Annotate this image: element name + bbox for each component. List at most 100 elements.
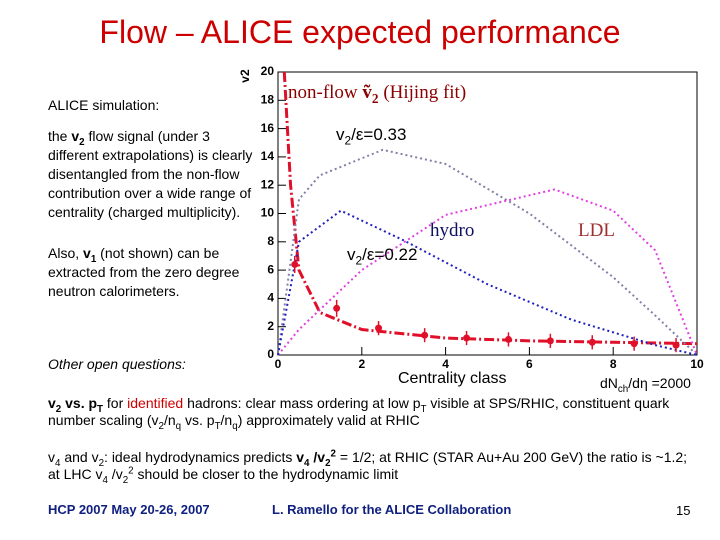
text-run: LDL [578,220,615,241]
text-run: 2 [330,448,336,460]
bullets: v2 vs. pT for identified hadrons: clear … [48,395,688,503]
text-run: T [214,420,221,432]
annotation: v2/ε=0.33 [336,125,406,148]
annotation: non-flow ṽ2 (Hijing fit) [288,82,467,106]
other-questions: Other open questions: [48,356,186,372]
text-run: 4 [55,457,61,469]
data-point [588,338,596,346]
x-tick-label: 6 [526,357,533,371]
slide-title: Flow – ALICE expected performance [99,14,621,50]
bullet: v2 vs. pT for identified hadrons: clear … [48,395,688,432]
data-point [421,331,429,339]
text-run: 2 [344,133,352,148]
text-run: Other open questions: [48,356,186,372]
line-series [277,148,698,356]
y-tick-label: 8 [267,234,274,248]
text-run: /n [163,412,176,428]
text-run: ṽ [362,82,372,103]
text-run: = 1/2; at RHIC (STAR Au+Au 200 GeV) the … [48,449,688,482]
text-run: v [48,395,56,411]
annotation: v2/ε=0.22 [347,245,418,268]
text-run: v [347,245,356,264]
text-run: 4 [304,457,310,469]
text-run: v [71,128,80,144]
y-axis-label: v2 [238,69,252,83]
text-run: and v [60,449,99,465]
text-run: v [48,449,55,465]
y-tick-label: 18 [261,92,275,106]
text-run: 2 [158,420,164,432]
text-run: ch [617,383,629,395]
y-tick-label: 14 [261,149,275,163]
text-run: (Hijing fit) [378,82,467,103]
x-tick-label: 4 [442,357,449,371]
text-run: : ideal hydrodynamics predicts [104,449,297,465]
y-tick-label: 10 [261,206,275,220]
paragraph: ALICE simulation: [48,96,263,115]
y-tick-label: 16 [261,121,275,135]
text-run: 2 [98,457,105,469]
annotation: hydro [430,220,474,242]
line-series [282,71,698,346]
x-tick-label: 0 [275,357,282,371]
left-text: ALICE simulation: the v2 flow signal (un… [48,96,263,313]
y-tick-label: 6 [267,262,274,276]
text-run: v [336,125,345,144]
annotation: LDL [578,220,615,242]
bullet: v4 and v2: ideal hydrodynamics predicts … [48,448,688,486]
x-tick-label: 8 [610,357,617,371]
text-run: 2 [325,457,331,469]
plot-frame [277,71,698,356]
line-series [277,209,698,356]
data-point [291,260,299,268]
text-run: visible at SPS/RHIC, constituent quark n… [48,395,670,428]
data-point [375,324,383,332]
text-run: v [296,449,305,465]
text-run: 2 [55,403,62,415]
text-run: Also, [48,245,84,261]
paragraph: the v2 flow signal (under 3 different ex… [48,127,263,222]
y-tick-label: 20 [261,64,275,78]
data-point [630,340,638,348]
text-run: q [232,420,238,432]
footer-center: L. Ramello for the ALICE Collaboration [272,502,512,517]
text-run: hydro [430,220,475,241]
line-series [277,188,698,356]
page-number: 15 [676,503,691,518]
text-run: /n [220,412,233,428]
text-run: ) approximately valid at RHIC [237,412,420,428]
text-run: (not shown) can be extracted from the ze… [48,245,240,299]
text-run: /v [309,449,326,465]
text-run: vs. p [61,395,98,411]
data-point [672,341,680,349]
data-point [504,335,512,343]
text-run: /v [107,466,123,482]
text-run: 2 [355,253,363,268]
text-run: /ε=0.22 [362,245,418,264]
paragraph: Also, v1 (not shown) can be extracted fr… [48,244,263,301]
text-run: T [420,403,427,415]
text-run: ALICE simulation: [48,97,160,113]
x-tick-label: 10 [690,357,704,371]
footer-left: HCP 2007 May 20-26, 2007 [48,502,210,517]
text-run: 2 [79,136,85,148]
text-run: 2 [371,90,379,106]
text-run: should be closer to the hydrodynamic lim… [133,466,399,482]
y-tick-label: 2 [267,319,274,333]
text-run: 4 [102,474,108,486]
text-run: hadrons: clear mass ordering at low p [183,395,421,411]
text-run: q [175,420,182,432]
text-run: 2 [128,465,134,477]
text-run: identified [127,395,184,411]
data-point [463,334,471,342]
x-tick-label: 2 [358,357,365,371]
text-run: 1 [90,253,97,265]
annotation: dNch/dη =2000 [600,375,691,394]
text-run: v [83,245,91,261]
text-run: non-flow [288,82,363,103]
text-run: dN [600,375,618,391]
text-run: the [48,128,72,144]
text-run: vs. p [181,412,215,428]
